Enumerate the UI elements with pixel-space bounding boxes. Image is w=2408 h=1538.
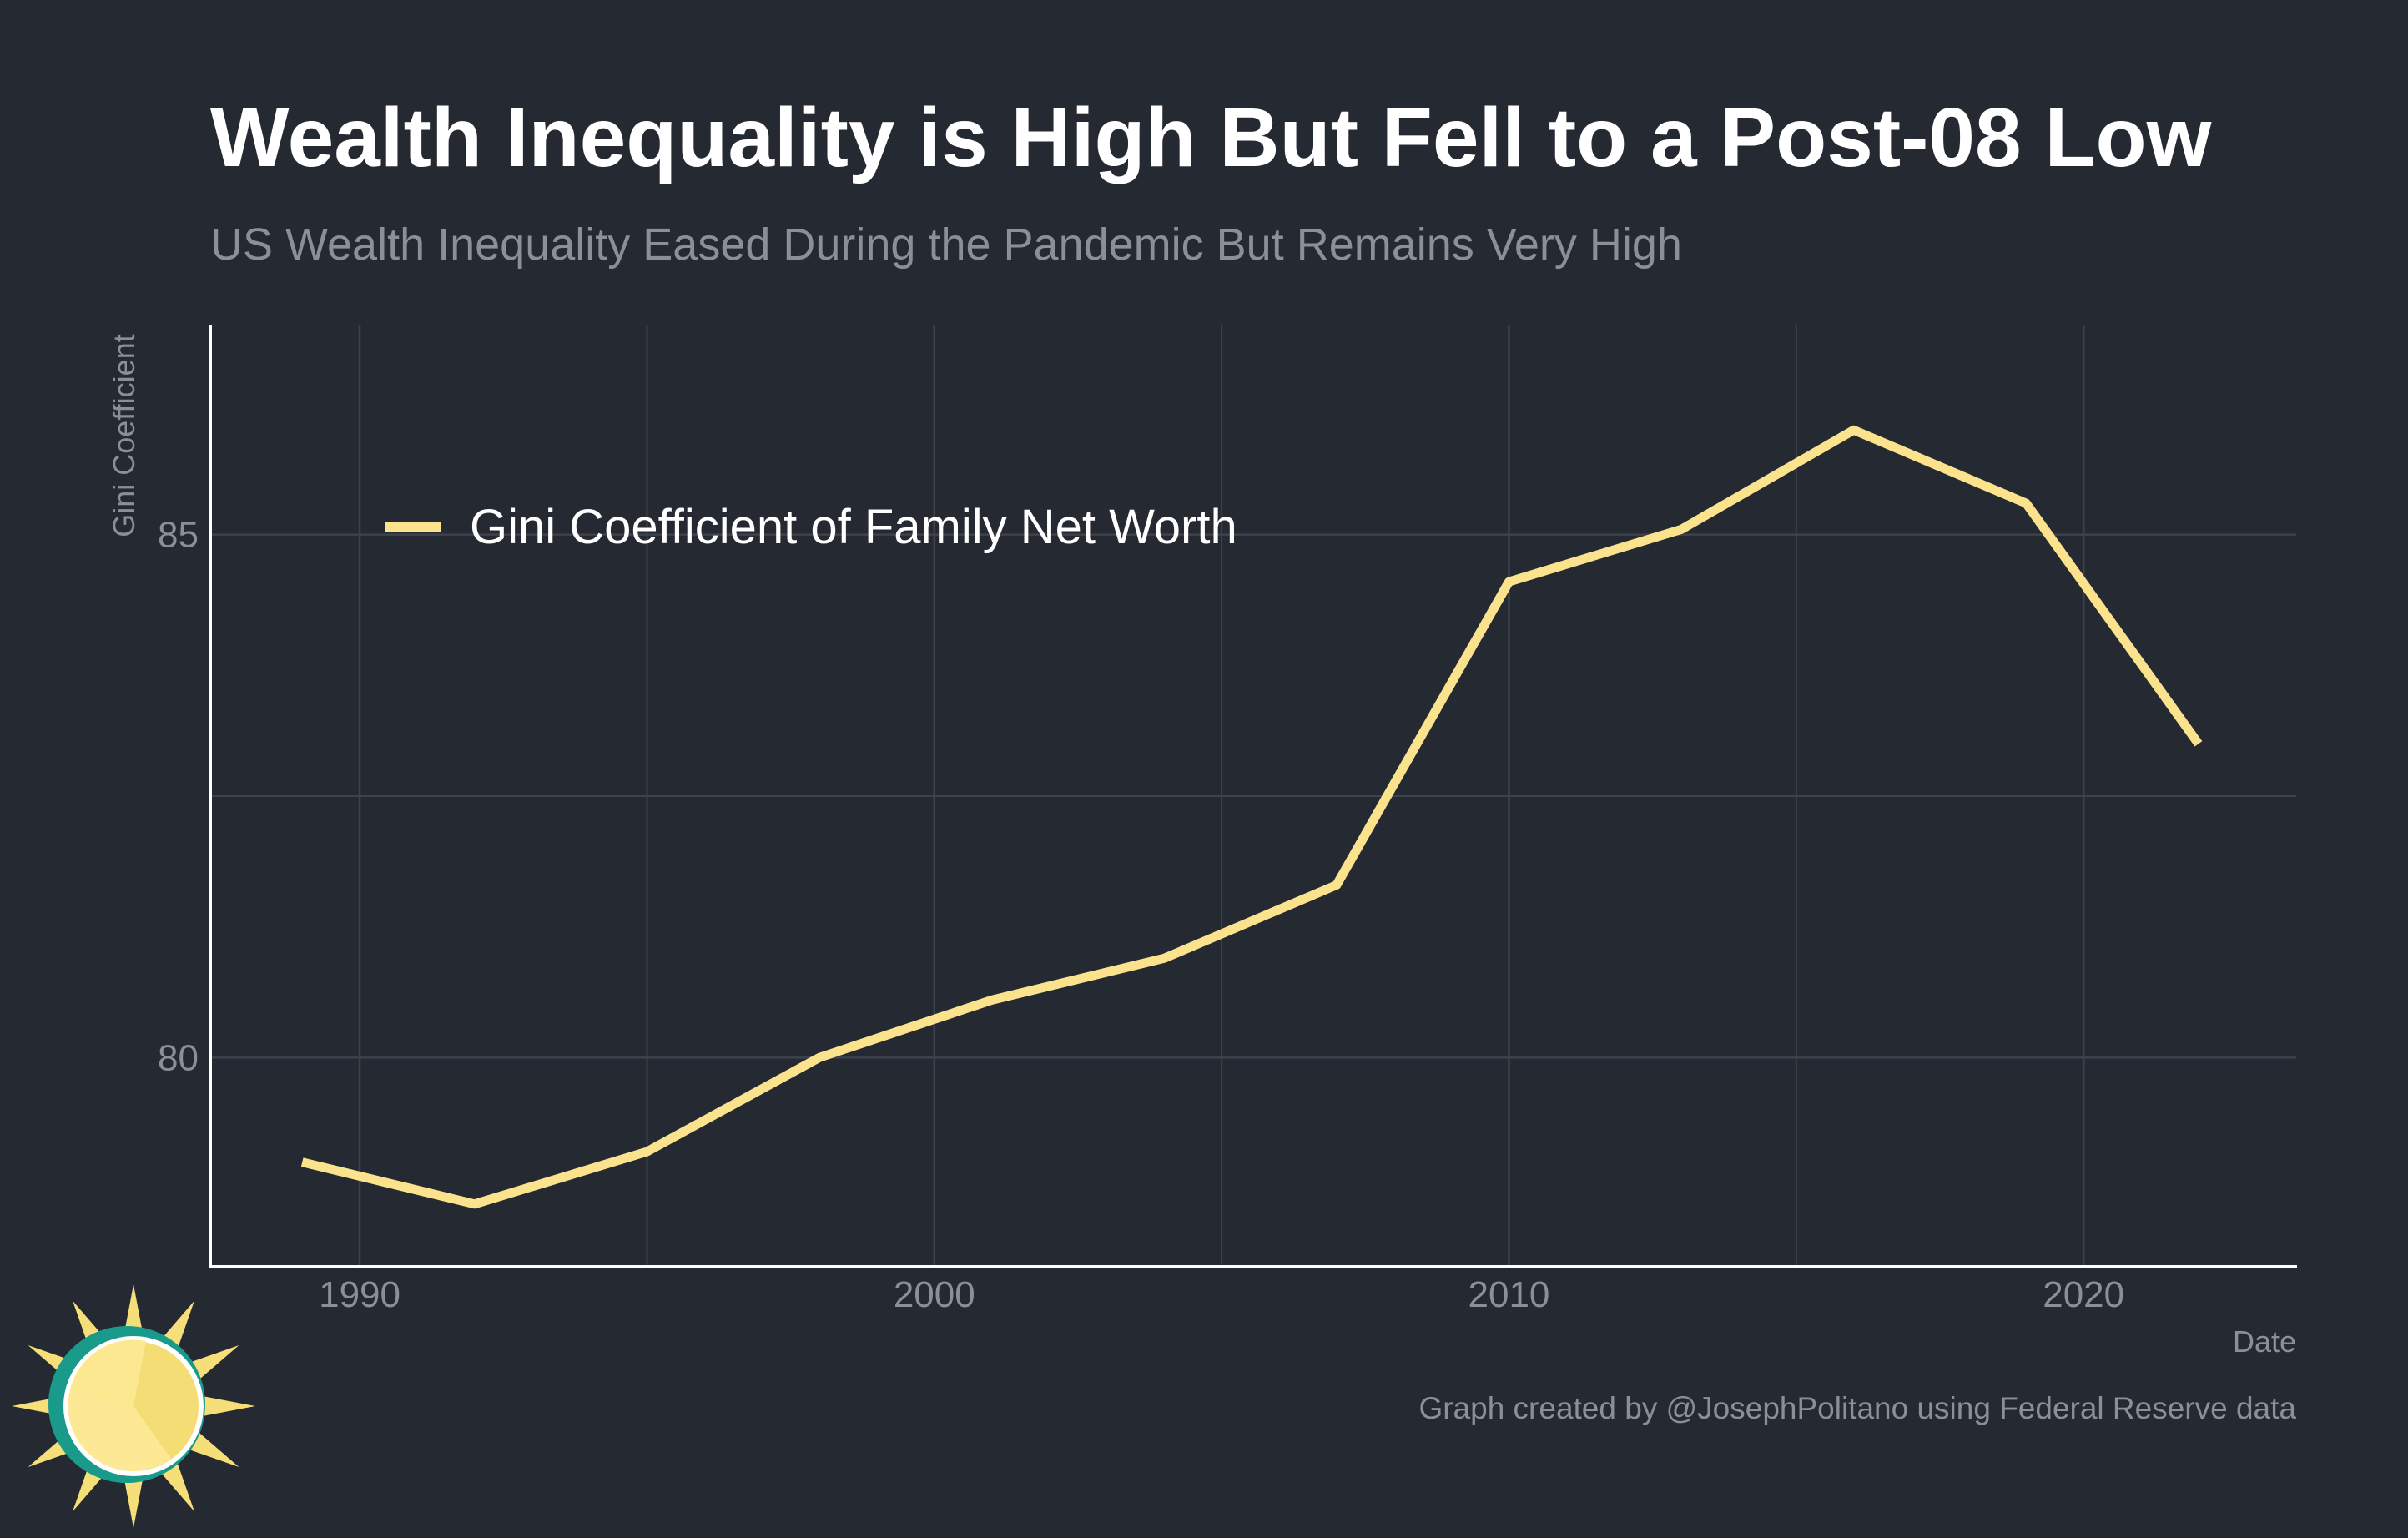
- x-tick-label: 1990: [319, 1274, 400, 1315]
- legend: Gini Coefficient of Family Net Worth: [385, 500, 1237, 554]
- chart-title: Wealth Inequality is High But Fell to a …: [210, 91, 2212, 184]
- source-caption: Graph created by @JosephPolitano using F…: [1418, 1391, 2296, 1425]
- series-line: [300, 425, 2203, 1209]
- tick-labels: 1990 2000 2010 2020 80 85: [158, 515, 2124, 1315]
- sun-ray: [123, 1472, 144, 1528]
- sun-ray: [199, 1395, 255, 1417]
- x-tick-label: 2010: [1468, 1274, 1550, 1315]
- x-tick-label: 2000: [894, 1274, 975, 1315]
- chart-subtitle: US Wealth Inequality Eased During the Pa…: [210, 219, 1682, 270]
- x-tick-label: 2020: [2043, 1274, 2124, 1315]
- axes: [209, 325, 2297, 1268]
- sun-ray: [185, 1430, 239, 1467]
- grid-lines: [210, 325, 2296, 1267]
- sun-logo-icon: [12, 1284, 255, 1528]
- legend-label: Gini Coefficient of Family Net Worth: [470, 500, 1237, 554]
- y-tick-label: 80: [158, 1037, 199, 1078]
- y-axis-title: Gini Coefficient: [107, 334, 141, 537]
- y-tick-label: 85: [158, 515, 199, 556]
- series-layer: [300, 425, 2203, 1209]
- x-axis-title: Date: [2233, 1324, 2296, 1359]
